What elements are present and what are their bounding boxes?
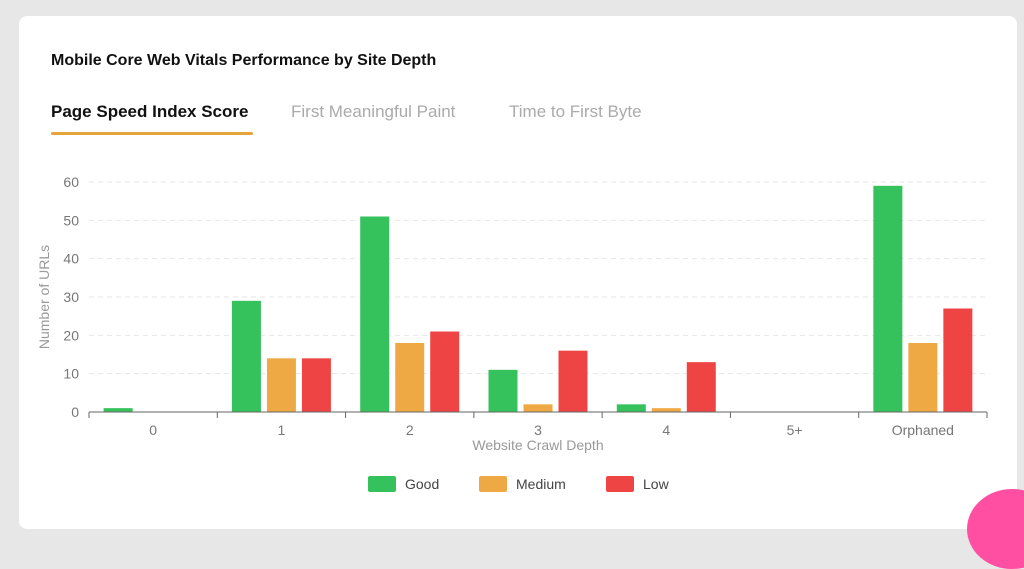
x-axis [88,411,988,418]
x-tick-label: 1 [278,422,286,438]
y-tick-label: 20 [63,327,79,343]
bar-medium [523,404,553,412]
active-tab-indicator [51,132,253,135]
bar-good [488,369,518,412]
x-tick-label: Orphaned [892,422,954,438]
bar-low [943,308,973,412]
grid-lines [89,181,987,375]
legend-label-good: Good [405,476,439,492]
bar-medium [266,358,296,412]
x-tick-label: 0 [149,422,157,438]
tab-page-speed-index[interactable]: Page Speed Index Score [51,102,249,121]
y-tick-label: 30 [63,289,79,305]
y-axis-ticks: 0 10 20 30 40 50 60 [63,174,79,420]
x-axis-ticks: 0 1 2 3 4 5+ Orphaned [149,422,954,438]
x-tick-label: 2 [406,422,414,438]
legend: Good Medium Low [368,476,670,492]
bar-chart: 0 10 20 30 40 50 60 0 1 2 3 4 5+ Orphaned Number of … [36,174,988,492]
tab-time-to-first-byte[interactable]: Time to First Byte [509,102,642,121]
bar-good [231,300,261,412]
y-tick-label: 50 [63,212,79,228]
bar-good [103,408,133,412]
legend-label-medium: Medium [516,476,566,492]
bars [103,185,973,412]
bar-low [686,362,716,412]
x-tick-label: 3 [534,422,542,438]
legend-swatch-low [606,476,634,492]
legend-swatch-medium [479,476,507,492]
bar-medium [395,343,425,412]
bar-good [616,404,646,412]
legend-label-low: Low [643,476,670,492]
x-tick-label: 4 [662,422,670,438]
bar-low [430,331,460,412]
x-tick-label: 5+ [787,422,803,438]
bar-low [558,350,588,412]
y-tick-label: 10 [63,366,79,382]
card-title: Mobile Core Web Vitals Performance by Si… [51,52,437,69]
bar-low [301,358,331,412]
tab-first-meaningful-paint[interactable]: First Meaningful Paint [291,102,456,121]
bar-medium [908,343,938,412]
bar-medium [651,408,681,412]
y-axis-title: Number of URLs [36,245,52,349]
bar-good [360,216,390,412]
bar-good [873,185,903,412]
y-tick-label: 60 [63,174,79,190]
y-tick-label: 0 [71,404,79,420]
x-axis-title: Website Crawl Depth [472,437,603,453]
chart-card: Mobile Core Web Vitals Performance by Si… [19,16,1024,569]
y-tick-label: 40 [63,251,79,267]
legend-swatch-good [368,476,396,492]
